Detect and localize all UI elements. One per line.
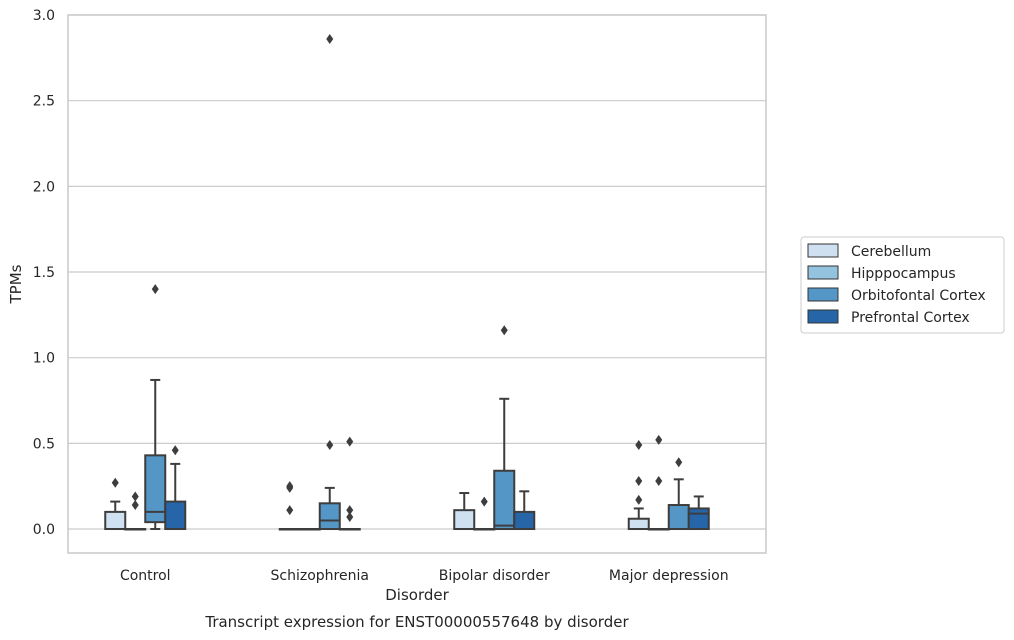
outlier-point — [151, 284, 159, 295]
outlier-point — [286, 505, 294, 516]
legend-swatch — [807, 287, 839, 302]
outlier-point — [635, 494, 643, 505]
outlier-point — [655, 476, 663, 487]
series-group — [124, 434, 670, 531]
legend-swatch — [807, 265, 839, 280]
outlier-point — [655, 434, 663, 445]
y-tick-label: 3.0 — [33, 8, 55, 24]
outlier-point — [326, 440, 334, 451]
outlier-point — [131, 500, 139, 511]
outlier-point — [286, 481, 294, 492]
plot-area-frame — [67, 14, 767, 554]
box — [627, 517, 650, 531]
outlier-point — [675, 457, 683, 468]
y-tick-label: 0.5 — [33, 436, 55, 452]
x-tick-label: Bipolar disorder — [439, 568, 550, 584]
box — [513, 510, 536, 531]
y-tick-labels: 0.0 0.5 1.0 1.5 2.0 2.5 3.0 — [33, 8, 55, 538]
outlier-point — [480, 496, 488, 507]
box — [687, 507, 710, 531]
legend-swatch — [807, 243, 839, 258]
chart-caption: Transcript expression for ENST0000055764… — [204, 613, 629, 631]
x-tick-label: Major depression — [609, 568, 729, 584]
grid-lines — [68, 14, 766, 530]
series-group — [164, 436, 710, 531]
outlier-point — [635, 440, 643, 451]
outlier-point — [111, 477, 119, 488]
y-tick-label: 2.0 — [33, 179, 55, 195]
outlier-point — [346, 512, 354, 523]
box — [667, 504, 690, 531]
legend-label: Hipppocampus — [851, 266, 956, 282]
y-tick-label: 1.5 — [33, 265, 55, 281]
outlier-point — [171, 445, 179, 456]
legend-label: Orbitofontal Cortex — [851, 288, 986, 304]
outlier-point — [326, 33, 334, 44]
legend-frame — [800, 236, 1005, 334]
x-tick-labels: Control Schizophrenia Bipolar disorder Majo… — [120, 568, 729, 584]
series-group — [144, 33, 690, 531]
outlier-point — [131, 491, 139, 502]
y-axis-label: TPMs — [7, 264, 25, 304]
series-group — [104, 440, 650, 531]
box — [164, 500, 187, 531]
legend-label: Prefrontal Cortex — [851, 310, 970, 326]
legend-swatch — [807, 309, 839, 324]
x-tick-label: Control — [120, 568, 171, 584]
box — [318, 502, 341, 531]
box — [493, 469, 516, 531]
legend: Cerebellum Hipppocampus Orbitofontal Corte… — [800, 236, 1005, 334]
outlier-point — [500, 325, 508, 336]
x-tick-label: Schizophrenia — [271, 568, 369, 584]
y-tick-label: 0.0 — [33, 522, 55, 538]
box — [144, 454, 167, 524]
outlier-point — [635, 476, 643, 487]
x-axis-label: Disorder — [385, 586, 449, 604]
box — [104, 510, 127, 531]
box-series — [104, 33, 710, 531]
outlier-point — [346, 505, 354, 516]
box — [453, 509, 476, 531]
legend-label: Cerebellum — [851, 244, 931, 260]
y-tick-label: 1.0 — [33, 351, 55, 367]
outlier-point — [346, 436, 354, 447]
y-tick-label: 2.5 — [33, 94, 55, 110]
